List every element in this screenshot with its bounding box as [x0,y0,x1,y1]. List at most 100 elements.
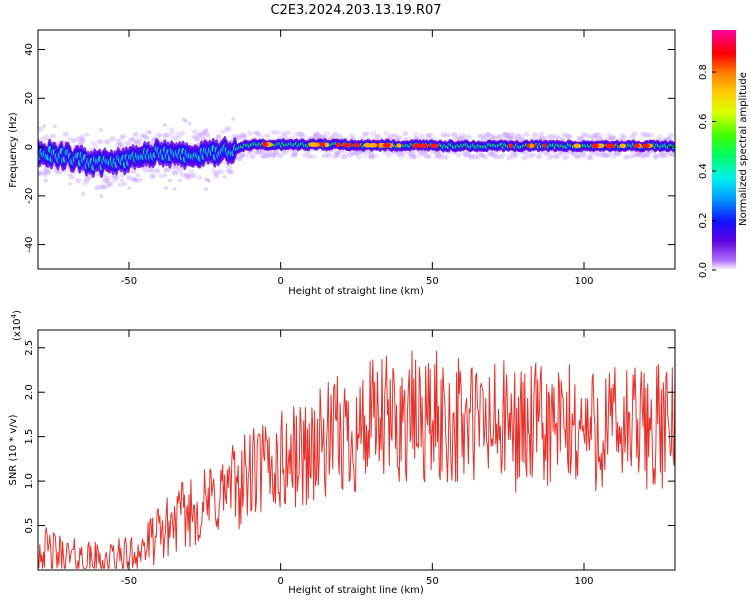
heat-cell [396,143,402,148]
y-tick-label: -20 [24,188,35,204]
heat-cell [635,151,642,157]
heat-cell [147,130,152,135]
heat-cell [300,134,307,139]
heat-cell [548,153,555,159]
heat-cell [497,154,504,160]
heat-cell [105,175,112,181]
heat-cell [635,151,642,157]
heat-cell [260,153,267,159]
heat-cell [351,151,358,157]
heat-cell [459,132,466,138]
heat-cell [400,151,407,157]
heat-cell [81,181,88,187]
heat-cell [83,176,90,182]
heat-cell [417,152,424,158]
spectrogram-ticks: -50 0 50 100 -40 -20 0 20 40 [24,30,675,287]
heat-cell [342,142,352,148]
heat-cell [610,154,617,160]
heat-cell [241,134,247,140]
heat-cell [419,133,426,139]
heat-cell [56,170,63,176]
heat-cell [194,136,201,142]
heat-cell [43,169,50,175]
heat-cell [43,173,48,178]
heat-cell [117,182,124,188]
colorbar-gradient [712,30,736,270]
colorbar-ticks: 0.0 0.2 0.4 0.6 0.8 [698,64,716,278]
heat-cell [132,132,139,137]
heat-cell [623,154,630,160]
heat-cell [412,143,422,148]
heat-cell [102,178,109,184]
heat-cell [369,142,378,148]
heat-cell [136,177,143,183]
snr-xlabel: Height of straight line (km) [288,585,424,596]
heat-cell [222,175,227,179]
snr-scale-exponent: 4 [10,313,18,318]
heat-cell [610,135,617,141]
heat-cell [506,136,513,142]
heat-cell [132,140,137,145]
heat-cell [604,153,611,159]
heat-cell [483,134,489,140]
heat-cell [281,130,288,136]
heat-cell [75,178,82,184]
heat-cell [302,152,309,158]
heat-cell [584,133,591,139]
heat-cell [277,153,284,159]
heat-cell [120,174,125,178]
heat-cell [170,135,177,141]
y-tick-label: 40 [24,43,35,56]
heat-cell [130,168,137,174]
heat-cell [538,131,545,137]
heat-cell [606,132,613,138]
heat-cell [113,175,120,181]
heat-cell [536,153,543,159]
heat-cell [247,130,254,136]
y-tick-label: 1.0 [24,473,35,489]
heat-cell [427,132,434,138]
heat-cell [455,152,462,158]
heat-cell [86,174,92,180]
heat-cell [253,130,260,136]
heat-cell [334,152,341,158]
heat-cell [616,152,623,158]
heat-cell [442,155,449,160]
heat-cell [476,134,483,139]
y-tick-label: -40 [24,236,35,252]
y-tick-label: 0 [24,144,35,150]
heat-cell [538,135,545,141]
heat-cell [629,134,636,140]
heat-cell [461,151,468,157]
spectrogram-xlabel: Height of straight line (km) [288,286,424,297]
heat-cell [362,131,368,137]
heat-cell [92,144,99,149]
heat-cell [608,135,615,141]
heat-cell [657,133,664,139]
heat-cell [434,150,441,156]
heat-cell [364,149,371,155]
heat-cell [419,150,426,156]
heat-cell [633,143,640,149]
heat-cell [289,152,296,158]
heat-cell [542,135,549,141]
heat-cell [391,133,398,138]
heat-cell [347,152,354,158]
svg-text:(x104): (x104) [10,310,23,341]
heat-cell [272,150,279,156]
heat-cell [500,152,506,158]
heat-cell [111,178,118,184]
heat-cell [593,132,600,138]
heat-cell [621,133,627,139]
heat-cell [587,155,594,161]
x-tick-label: -50 [121,576,137,587]
heat-cell [179,172,186,178]
heat-cell [573,143,582,149]
heat-cell [94,185,101,191]
heat-cell [461,135,468,140]
heat-cell [385,152,392,158]
heat-cell [163,168,168,172]
y-tick-label: 2.0 [24,384,35,400]
heat-cell [374,134,381,140]
heat-cell [135,173,140,177]
